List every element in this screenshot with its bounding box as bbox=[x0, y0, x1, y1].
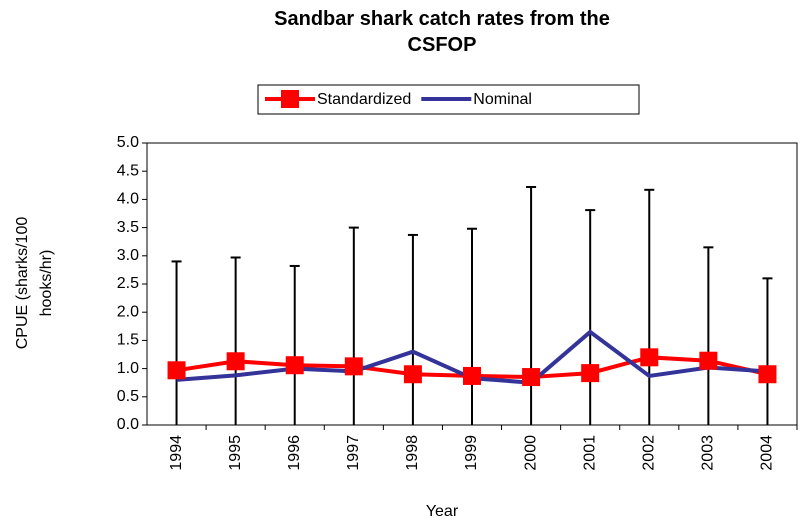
y-tick-label: 4.5 bbox=[117, 162, 139, 179]
x-tick-label: 2002 bbox=[640, 435, 657, 471]
marker bbox=[640, 348, 659, 367]
x-tick-label: 2004 bbox=[759, 435, 776, 471]
marker bbox=[344, 357, 363, 376]
marker bbox=[758, 365, 777, 384]
x-tick-label: 1995 bbox=[227, 435, 244, 471]
x-tick-label: 1996 bbox=[286, 435, 303, 471]
y-tick-label: 2.0 bbox=[117, 303, 139, 320]
marker bbox=[285, 356, 304, 375]
y-tick-label: 3.0 bbox=[117, 247, 139, 264]
y-tick-label: 3.5 bbox=[117, 219, 139, 236]
legend-label: Nominal bbox=[473, 91, 532, 108]
y-tick-label: 1.0 bbox=[117, 360, 139, 377]
y-tick-label: 5.0 bbox=[117, 134, 139, 151]
legend-marker bbox=[281, 90, 299, 108]
x-tick-label: 1999 bbox=[463, 435, 480, 471]
y-axis-title: CPUE (sharks/100 hooks/hr) bbox=[14, 216, 55, 350]
y-tick-label: 2.5 bbox=[117, 275, 139, 292]
x-tick-label: 2003 bbox=[700, 435, 717, 471]
x-tick-label: 2001 bbox=[581, 435, 598, 471]
x-tick-label: 1998 bbox=[404, 435, 421, 471]
y-tick-label: 0.5 bbox=[117, 388, 139, 405]
marker bbox=[699, 351, 718, 370]
x-axis-title: Year bbox=[426, 503, 459, 520]
marker bbox=[581, 364, 600, 383]
y-tick-label: 4.0 bbox=[117, 191, 139, 208]
marker bbox=[403, 365, 422, 384]
x-tick-label: 2000 bbox=[522, 435, 539, 471]
y-tick-label: 0.0 bbox=[117, 416, 139, 433]
x-tick-label: 1994 bbox=[168, 435, 185, 471]
marker bbox=[522, 368, 541, 387]
marker bbox=[463, 366, 481, 385]
marker bbox=[226, 352, 245, 371]
marker bbox=[167, 361, 186, 380]
legend-label: Standardized bbox=[317, 91, 411, 108]
x-tick-label: 1997 bbox=[345, 435, 362, 471]
chart-title: Sandbar shark catch rates from the CSFOP bbox=[274, 8, 610, 56]
y-tick-label: 1.5 bbox=[117, 332, 139, 349]
